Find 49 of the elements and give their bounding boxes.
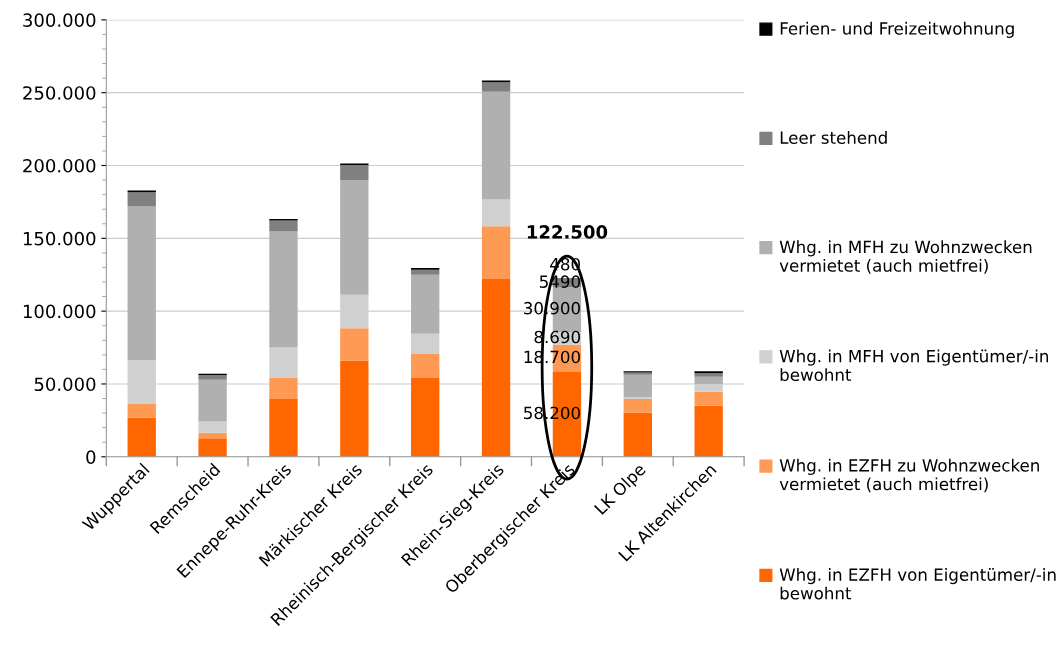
- y-tick-label: 250.000: [23, 86, 96, 100]
- bar: [623, 398, 652, 413]
- bar: [198, 379, 227, 422]
- bar: [269, 231, 298, 348]
- bar: [481, 199, 511, 227]
- bar: [198, 438, 227, 457]
- bar: [340, 360, 369, 457]
- bar: [411, 274, 440, 334]
- bar: [481, 91, 511, 200]
- y-tick-label: 200.000: [23, 158, 96, 173]
- bar: [269, 220, 298, 232]
- bar: [623, 412, 652, 457]
- bar: [481, 82, 511, 92]
- bar: [411, 377, 440, 457]
- bar: [269, 347, 298, 378]
- bar: [127, 417, 156, 457]
- bar: [127, 192, 156, 207]
- annotation: 122.500: [527, 225, 608, 239]
- bar: [411, 353, 440, 378]
- bar: [198, 375, 227, 380]
- bar: [269, 399, 298, 457]
- bar: [127, 403, 156, 418]
- bar: [694, 376, 723, 384]
- y-tick-label: 300.000: [23, 13, 96, 27]
- bar: [340, 328, 369, 361]
- bar: [623, 374, 652, 398]
- y-tick-label: 50.000: [34, 377, 96, 392]
- legend-label: Whg. in MFH zu Wohnzwecken vermietet (auch mietfrei): [779, 240, 1032, 274]
- bar: [340, 164, 369, 180]
- data-label: 58.200: [524, 406, 580, 420]
- legend-label: Whg. in EZFH zu Wohnzwecken vermietet (auch mietfrei): [779, 458, 1039, 493]
- bar: [198, 421, 227, 433]
- bar: [411, 333, 440, 354]
- bar: [340, 179, 369, 295]
- legend-label: Whg. in MFH von Eigentümer/-in bewohnt: [779, 349, 1049, 382]
- bar: [481, 226, 511, 280]
- bar: [694, 391, 723, 406]
- legend-label: Leer stehend: [780, 131, 887, 144]
- bar: [694, 405, 723, 457]
- bar: [127, 206, 156, 361]
- bar: [411, 269, 440, 275]
- legend-label: Whg. in EZFH von Eigentümer/-in bewohnt: [779, 568, 1056, 600]
- bar: [198, 432, 227, 439]
- y-tick-label: 150.000: [23, 231, 96, 246]
- y-tick-label: 100.000: [23, 304, 96, 319]
- y-tick-label: 0: [86, 450, 96, 464]
- bar: [481, 279, 511, 457]
- legend-label: Ferien- und Freizeitwohnung: [780, 21, 1014, 38]
- bar: [269, 377, 298, 400]
